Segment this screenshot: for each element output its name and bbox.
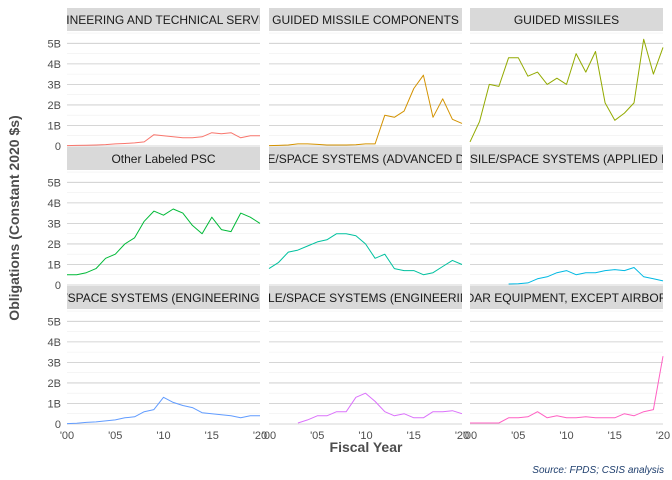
y-tick-label: 4B (48, 337, 61, 349)
x-tick-label: '15 (608, 430, 622, 442)
facet-strip (269, 286, 462, 309)
facet-strip-title: RDT&E: MISSILE/SPACE SYSTEMS (APPLIED RE… (401, 152, 672, 166)
y-tick-label: 2B (48, 239, 61, 251)
y-tick-label: 3B (48, 357, 61, 369)
panel-guided-missiles: GUIDED MISSILES (469, 8, 664, 147)
plot-area (470, 31, 663, 146)
x-tick-label: '20 (656, 430, 670, 442)
y-tick-label: 5B (48, 38, 61, 50)
y-tick-label: 5B (48, 316, 61, 328)
facet-strip-title: RDT&E: MISSILE/SPACE SYSTEMS (ENGINEERIN… (0, 291, 357, 305)
facet-strip (269, 8, 462, 31)
x-tick-label: '20 (253, 430, 267, 442)
x-tick-label: '00 (262, 430, 276, 442)
facet-strip-title: ENGINEERING AND TECHNICAL SERVICES (40, 13, 287, 27)
y-axis-title: Obligations (Constant 2020 $s) (6, 115, 22, 320)
series-line-rdt-e-missile-space-systems-advanced-development (268, 233, 463, 276)
x-tick-label: '05 (511, 430, 525, 442)
facet-strip (470, 147, 663, 170)
plot-area (470, 309, 663, 424)
x-tick-label: '10 (358, 430, 372, 442)
facet-strip (67, 286, 260, 309)
series-line-guided-missiles (469, 38, 664, 143)
series-line-engineering-and-technical-services (66, 132, 260, 147)
plot-area (470, 170, 663, 285)
x-tick-label: '00 (463, 430, 477, 442)
facet-strip-title: RDT&E: MISSILE/SPACE SYSTEMS (ENGINEERIN… (188, 291, 543, 305)
y-tick-label: 3B (48, 218, 61, 230)
panel-rdt-e-missile-space-systems-engineering-development: RDT&E: MISSILE/SPACE SYSTEMS (ENGINEERIN… (0, 286, 357, 425)
facet-strip-title: RDT&E: MISSILE/SPACE SYSTEMS (ADVANCED D… (181, 152, 551, 166)
facet-strip (470, 286, 663, 309)
y-tick-label: 2B (48, 378, 61, 390)
y-tick-label: 0 (55, 280, 61, 292)
series-line-rdt-e-missile-space-systems-engineering-development (66, 396, 260, 425)
series-line-rdt-e-missile-space-systems-engineering-support (297, 392, 463, 424)
y-tick-label: 0 (55, 141, 61, 153)
y-tick-label: 3B (48, 79, 61, 91)
facet-strip-title: Other Labeled PSC (111, 152, 215, 166)
y-tick-label: 4B (48, 59, 61, 71)
panel-rdt-e-missile-space-systems-engineering-support: RDT&E: MISSILE/SPACE SYSTEMS (ENGINEERIN… (188, 286, 543, 425)
panel-rdt-e-missile-space-systems-applied-research: RDT&E: MISSILE/SPACE SYSTEMS (APPLIED RE… (401, 147, 672, 286)
x-tick-label: '10 (156, 430, 170, 442)
panel-rdt-e-missile-space-systems-advanced-development: RDT&E: MISSILE/SPACE SYSTEMS (ADVANCED D… (181, 147, 551, 286)
plot-area (269, 31, 462, 146)
y-tick-label: 2B (48, 100, 61, 112)
y-tick-label: 1B (48, 120, 61, 132)
series-line-guided-missile-components (268, 74, 463, 147)
facet-strip (67, 147, 260, 170)
plot-area (67, 309, 260, 424)
x-tick-label: '05 (310, 430, 324, 442)
y-tick-label: 1B (48, 398, 61, 410)
facet-strip (67, 8, 260, 31)
series-line-other-labeled-psc (67, 208, 261, 276)
x-tick-label: '15 (205, 430, 219, 442)
y-tick-label: 1B (48, 259, 61, 271)
x-tick-label: '05 (108, 430, 122, 442)
x-tick-label: '00 (60, 430, 74, 442)
series-line-rdt-e-missile-space-systems-applied-research (508, 267, 664, 285)
facet-strip-title: GUIDED MISSILE COMPONENTS (272, 13, 459, 27)
panels-layer: ENGINEERING AND TECHNICAL SERVICESGUIDED… (0, 8, 672, 425)
source-caption: Source: FPDS; CSIS analysis (532, 465, 664, 476)
y-tick-label: 0 (55, 419, 61, 431)
facet-strip (269, 147, 462, 170)
panel-radar-equipment-except-airborne: RADAR EQUIPMENT, EXCEPT AIRBORNE (449, 286, 672, 425)
panel-engineering-and-technical-services: ENGINEERING AND TECHNICAL SERVICES (40, 8, 287, 147)
facet-strip-title: GUIDED MISSILES (514, 13, 619, 27)
series-line-radar-equipment-except-airborne (470, 356, 664, 424)
x-tick-label: '15 (407, 430, 421, 442)
panel-other-labeled-psc: Other Labeled PSC (67, 147, 261, 286)
x-tick-label: '10 (559, 430, 573, 442)
plot-area (67, 170, 260, 285)
plot-area (269, 170, 462, 285)
facet-strip-title: RADAR EQUIPMENT, EXCEPT AIRBORNE (449, 291, 672, 305)
facet-strip (470, 8, 663, 31)
y-tick-label: 4B (48, 198, 61, 210)
x-tick-label: '20 (455, 430, 469, 442)
y-tick-label: 5B (48, 177, 61, 189)
axes-layer: 0 1B 2B 3B 4B 5B 0 1B 2B 3B 4B 5B 0 1B 2B 3B 4B 5B '00 '05 '… (48, 38, 671, 442)
plot-area (67, 31, 260, 146)
panel-guided-missile-components: GUIDED MISSILE COMPONENTS (268, 8, 463, 147)
x-axis-title: Fiscal Year (330, 439, 403, 455)
plot-area (269, 309, 462, 424)
